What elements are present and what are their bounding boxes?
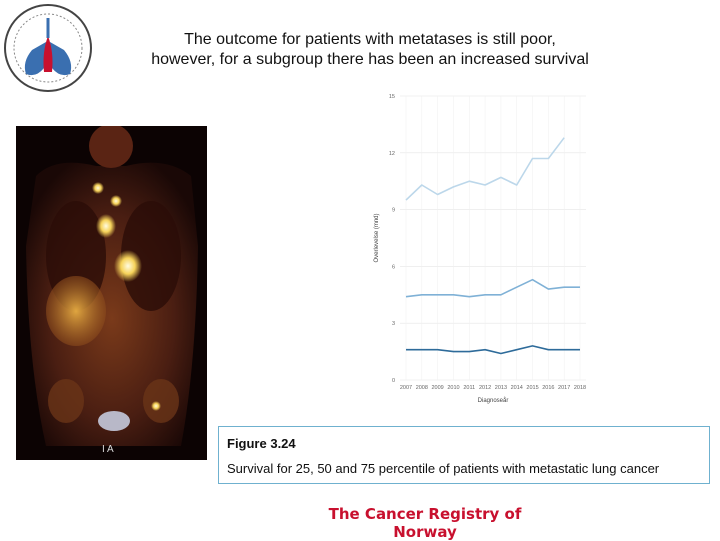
slide-title: The outcome for patients with metatases … — [100, 30, 640, 70]
y-tick-label: 9 — [392, 208, 395, 214]
title-line-2: however, for a subgroup there has been a… — [151, 51, 589, 68]
x-tick-label: 2008 — [416, 385, 428, 391]
y-tick-label: 15 — [389, 94, 395, 100]
y-tick-label: 0 — [392, 378, 395, 384]
x-tick-label: 2014 — [511, 385, 523, 391]
scan-label: I A — [102, 444, 114, 455]
y-axis-label: Overlevelse (mnd) — [374, 213, 380, 262]
x-tick-label: 2012 — [479, 385, 491, 391]
series-line — [405, 278, 580, 298]
figure-label: Figure 3.24 — [227, 436, 296, 451]
pet-ct-scan-image: I A — [16, 126, 207, 460]
footer-source: The Cancer Registry of Norway — [328, 505, 522, 541]
series-line — [405, 137, 565, 201]
y-tick-labels: 0 3 6 9 12 15 — [389, 94, 395, 384]
x-tick-label: 2015 — [526, 385, 538, 391]
x-tick-label: 2007 — [400, 385, 412, 391]
x-tick-label: 2010 — [447, 385, 459, 391]
x-tick-label: 2017 — [558, 385, 570, 391]
lung-society-logo-icon — [4, 4, 92, 92]
y-tick-label: 3 — [392, 321, 395, 327]
x-tick-label: 2013 — [495, 385, 507, 391]
x-tick-label: 2018 — [574, 385, 586, 391]
series-line — [406, 345, 580, 355]
y-tick-label: 6 — [392, 264, 395, 270]
chart-series-lines — [405, 137, 580, 355]
x-tick-label: 2009 — [432, 385, 444, 391]
title-line-1: The outcome for patients with metatases … — [184, 31, 556, 48]
survival-percentile-chart: 0 3 6 9 12 15 2007 2008 2009 2010 2011 2012 2013 201… — [374, 94, 586, 404]
chart-gridlines — [400, 95, 586, 381]
figure-caption-box: Figure 3.24 Survival for 25, 50 and 75 p… — [218, 426, 710, 484]
figure-caption: Survival for 25, 50 and 75 percentile of… — [227, 461, 660, 476]
x-tick-label: 2016 — [542, 385, 554, 391]
x-axis-label: Diagnoseår — [478, 397, 509, 404]
x-tick-label: 2011 — [463, 385, 475, 391]
y-tick-label: 12 — [389, 151, 395, 157]
x-tick-labels: 2007 2008 2009 2010 2011 2012 2013 2014 2015 2016… — [400, 385, 586, 391]
